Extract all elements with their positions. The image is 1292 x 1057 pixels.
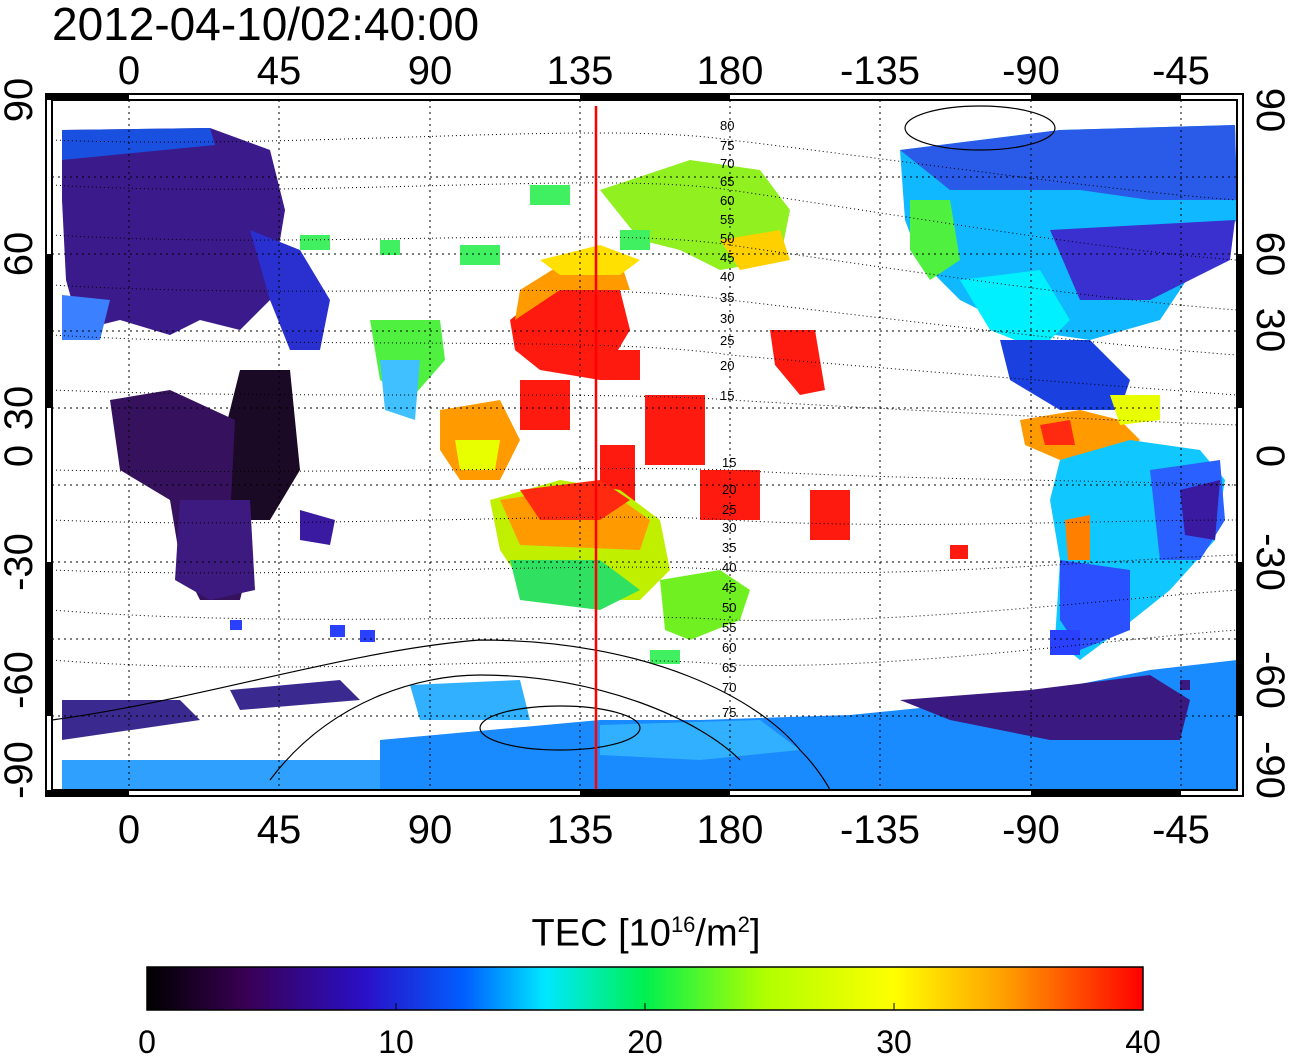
lon-tick-label: 180 <box>697 808 764 852</box>
lat-tick-label: 30 <box>1248 308 1292 353</box>
lon-tick-label: 90 <box>408 49 453 93</box>
contour-label: 55 <box>720 212 734 227</box>
tec-nz <box>660 570 750 640</box>
contour-label: 30 <box>720 311 734 326</box>
lat-tick-label: -60 <box>0 651 41 709</box>
contour-label: 75 <box>722 705 736 720</box>
contour-label: 50 <box>720 231 734 246</box>
lat-tick-label: -30 <box>0 533 41 591</box>
lat-tick-label: -30 <box>1248 533 1292 591</box>
tec-europe <box>62 128 285 335</box>
colorbar-tick-label: 40 <box>1125 1024 1161 1057</box>
contour-label: 70 <box>720 156 734 171</box>
lon-tick-label: 0 <box>118 808 140 852</box>
lon-tick-label: 45 <box>257 49 302 93</box>
contour-label: 15 <box>720 388 734 403</box>
lat-tick-label: -60 <box>1248 651 1292 709</box>
contour-labels-north: 80 75 70 65 60 55 50 45 40 35 30 25 20 1… <box>720 118 734 403</box>
lon-tick-label: -45 <box>1152 808 1210 852</box>
contour-label: 45 <box>722 580 736 595</box>
lon-tick-label: -90 <box>1002 808 1060 852</box>
colorbar-tick-label: 30 <box>876 1024 912 1057</box>
contour-labels-south: 15 20 25 30 35 40 45 50 55 60 65 70 75 <box>722 455 736 720</box>
contour-label: 40 <box>720 269 734 284</box>
lon-tick-label: 45 <box>257 808 302 852</box>
contour-label: 70 <box>722 680 736 695</box>
tec-data-layer <box>62 125 1237 790</box>
contour-label: 40 <box>722 560 736 575</box>
contour-label: 35 <box>720 290 734 305</box>
lon-tick-label: 180 <box>697 49 764 93</box>
lon-tick-label: 135 <box>547 49 614 93</box>
contour-label: 60 <box>720 193 734 208</box>
lat-labels-left: 90 60 30 0 -30 -60 -90 <box>0 78 41 799</box>
lon-labels-top: 0 45 90 135 180 -135 -90 -45 <box>118 49 1210 93</box>
lon-tick-label: -135 <box>840 808 920 852</box>
grid-lines <box>52 100 1237 790</box>
contour-label: 75 <box>720 138 734 153</box>
contour-label: 65 <box>722 660 736 675</box>
contour-label: 20 <box>722 482 736 497</box>
colorbar-tick-label: 0 <box>138 1024 156 1057</box>
lon-tick-label: 135 <box>547 808 614 852</box>
contour-label: 15 <box>722 455 736 470</box>
colorbar-tick-label: 20 <box>627 1024 663 1057</box>
lat-tick-label: 60 <box>1248 232 1292 277</box>
colorbar-ticks <box>395 1003 895 1010</box>
lat-tick-label: 0 <box>1248 445 1292 467</box>
frame-ticks <box>46 94 1243 796</box>
lat-tick-label: 60 <box>0 232 41 277</box>
contour-label: 45 <box>720 250 734 265</box>
colorbar-title: TEC [1016/m2] <box>531 912 761 955</box>
lat-tick-label: -90 <box>0 741 41 799</box>
contour-label: 65 <box>720 174 734 189</box>
contour-lines <box>51 132 1238 668</box>
lon-tick-label: -90 <box>1002 49 1060 93</box>
lat-tick-label: 90 <box>0 78 41 123</box>
lat-tick-label: 90 <box>1248 88 1292 133</box>
lon-tick-label: -135 <box>840 49 920 93</box>
lon-tick-label: -45 <box>1152 49 1210 93</box>
lat-tick-label: 0 <box>0 445 41 467</box>
contour-label: 30 <box>722 520 736 535</box>
coastlines <box>51 105 1056 791</box>
contour-label: 60 <box>722 640 736 655</box>
colorbar-tick-labels: 0 10 20 30 40 <box>138 1024 1161 1057</box>
contour-label: 55 <box>722 620 736 635</box>
lat-labels-right: 90 60 30 0 -30 -60 -90 <box>1248 88 1292 799</box>
contour-label: 80 <box>720 118 734 133</box>
lon-tick-label: 90 <box>408 808 453 852</box>
colorbar-tick-label: 10 <box>378 1024 414 1057</box>
contour-label: 35 <box>722 540 736 555</box>
lon-tick-label: 0 <box>118 49 140 93</box>
lat-tick-label: 30 <box>0 386 41 431</box>
contour-label: 25 <box>722 502 736 517</box>
timestamp-title: 2012-04-10/02:40:00 <box>52 0 480 50</box>
lon-labels-bottom: 0 45 90 135 180 -135 -90 -45 <box>118 808 1210 852</box>
contour-label: 50 <box>722 600 736 615</box>
contour-label: 25 <box>720 333 734 348</box>
contour-label: 20 <box>720 358 734 373</box>
tec-antarctica <box>380 660 1237 790</box>
lat-tick-label: -90 <box>1248 741 1292 799</box>
